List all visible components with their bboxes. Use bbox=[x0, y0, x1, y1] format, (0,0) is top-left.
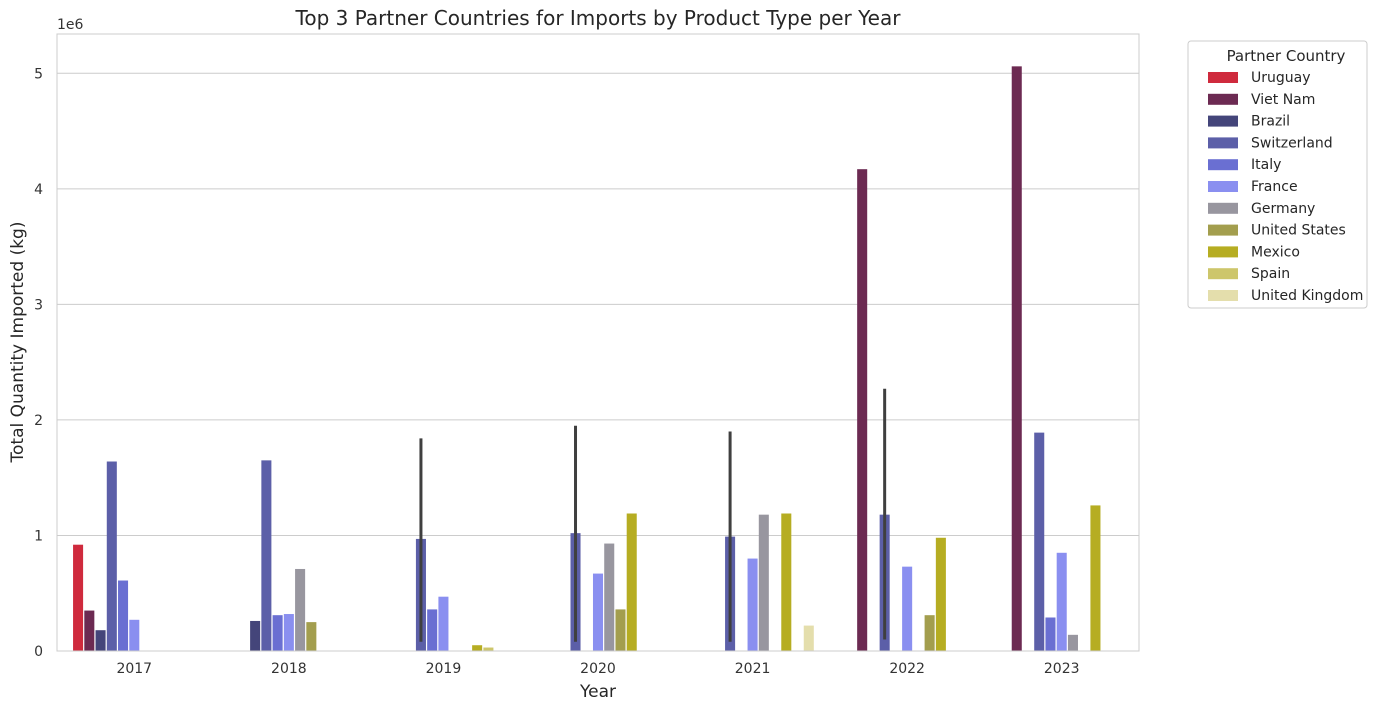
bar bbox=[306, 622, 317, 651]
legend-label: Spain bbox=[1251, 266, 1290, 282]
bar bbox=[1034, 432, 1045, 651]
legend: Partner Country Uruguay Viet Nam Brazil Swi… bbox=[1187, 40, 1368, 309]
bar bbox=[604, 543, 615, 651]
legend-swatch bbox=[1208, 290, 1238, 301]
bar bbox=[250, 620, 261, 651]
bar bbox=[427, 609, 438, 651]
error-bars-layer bbox=[419, 388, 887, 642]
bar bbox=[73, 544, 84, 651]
legend-swatch bbox=[1208, 137, 1238, 149]
x-tick-label: 2019 bbox=[426, 661, 462, 677]
bar bbox=[902, 566, 913, 651]
bar bbox=[261, 460, 272, 651]
bar bbox=[84, 610, 95, 651]
legend-frame bbox=[1187, 40, 1368, 309]
legend-swatch bbox=[1208, 246, 1238, 258]
x-tick-label: 2022 bbox=[889, 661, 925, 677]
scale-label: 1e6 bbox=[57, 17, 84, 33]
x-tick-label: 2023 bbox=[1044, 661, 1080, 677]
legend-label: France bbox=[1251, 179, 1298, 195]
bar bbox=[626, 513, 637, 651]
bar bbox=[1045, 617, 1056, 651]
y-tick-label: 4 bbox=[34, 182, 43, 198]
legend-swatch bbox=[1208, 72, 1238, 83]
bar bbox=[747, 558, 758, 651]
bar bbox=[283, 614, 294, 651]
x-tick-label: 2018 bbox=[271, 661, 307, 677]
y-tick-label: 5 bbox=[34, 66, 43, 82]
legend-label: Mexico bbox=[1251, 244, 1300, 260]
bar bbox=[472, 645, 483, 651]
y-tick-label: 3 bbox=[34, 297, 43, 313]
y-tick-label: 1 bbox=[34, 528, 43, 544]
bar bbox=[1056, 552, 1067, 651]
x-axis-label: Year bbox=[579, 682, 616, 702]
grid-layer bbox=[57, 72, 1139, 652]
legend-label: Brazil bbox=[1251, 114, 1290, 130]
bar bbox=[106, 461, 117, 651]
bars-layer bbox=[73, 66, 1101, 652]
bar bbox=[118, 580, 129, 651]
bar bbox=[758, 514, 769, 651]
legend-swatch bbox=[1208, 159, 1238, 171]
x-tick-labels: 2017 2018 2019 2020 2021 2022 2023 bbox=[116, 661, 1079, 677]
bar bbox=[295, 568, 306, 651]
legend-swatch bbox=[1208, 224, 1238, 236]
y-tick-label: 2 bbox=[34, 413, 43, 429]
bar bbox=[615, 609, 626, 651]
legend-swatch bbox=[1208, 268, 1238, 280]
bar bbox=[935, 537, 946, 651]
y-tick-labels: 0 1 2 3 4 5 bbox=[34, 66, 43, 660]
x-tick-label: 2020 bbox=[580, 661, 616, 677]
legend-swatch bbox=[1208, 93, 1238, 105]
legend-swatch bbox=[1208, 115, 1238, 127]
plot-frame bbox=[56, 33, 1140, 652]
bar bbox=[924, 615, 935, 651]
bar bbox=[1011, 66, 1022, 652]
legend-items: Uruguay Viet Nam Brazil Switzerland Italy Fra… bbox=[1208, 70, 1363, 304]
legend-label: United Kingdom bbox=[1251, 288, 1363, 304]
bar bbox=[272, 615, 283, 651]
bar bbox=[438, 596, 449, 651]
bar bbox=[95, 630, 106, 651]
legend-label: Uruguay bbox=[1251, 70, 1311, 86]
bar bbox=[1090, 505, 1101, 651]
bar bbox=[781, 513, 792, 651]
y-tick-label: 0 bbox=[34, 644, 43, 660]
legend-label: Viet Nam bbox=[1251, 92, 1315, 108]
x-tick-label: 2021 bbox=[735, 661, 771, 677]
legend-swatch bbox=[1208, 202, 1238, 214]
legend-label: Italy bbox=[1251, 157, 1281, 173]
bar bbox=[483, 647, 494, 651]
legend-swatch bbox=[1208, 181, 1238, 192]
y-axis-label: Total Quantity Imported (kg) bbox=[8, 222, 28, 464]
chart-title: Top 3 Partner Countries for Imports by P… bbox=[295, 6, 902, 30]
legend-label: United States bbox=[1251, 223, 1346, 239]
legend-label: Switzerland bbox=[1251, 135, 1333, 151]
bar bbox=[803, 625, 814, 651]
bar bbox=[592, 573, 604, 651]
bar bbox=[129, 619, 140, 651]
legend-label: Germany bbox=[1251, 201, 1315, 217]
bar bbox=[857, 169, 868, 651]
legend-title: Partner Country bbox=[1227, 47, 1346, 65]
bar bbox=[1067, 634, 1078, 651]
x-tick-label: 2017 bbox=[116, 661, 152, 677]
